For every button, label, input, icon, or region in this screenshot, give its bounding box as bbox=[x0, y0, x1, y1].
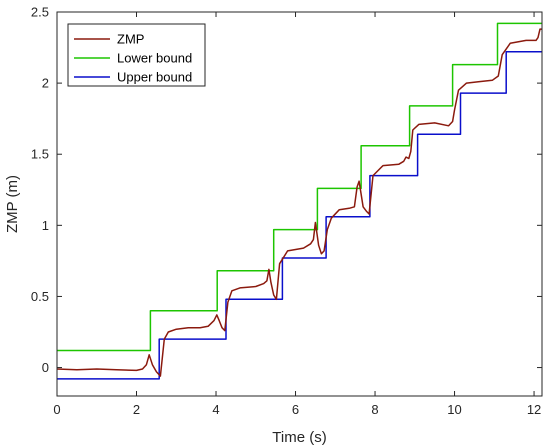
y-tick-label: 2.5 bbox=[31, 5, 49, 20]
x-tick-label: 8 bbox=[371, 402, 378, 417]
x-tick-label: 12 bbox=[527, 402, 541, 417]
x-axis-label: Time (s) bbox=[272, 429, 326, 446]
legend-label: ZMP bbox=[117, 32, 144, 47]
y-tick-label: 2 bbox=[42, 76, 49, 91]
x-tick-label: 4 bbox=[212, 402, 219, 417]
y-tick-label: 0 bbox=[42, 360, 49, 375]
x-tick-label: 6 bbox=[292, 402, 299, 417]
x-tick-label: 10 bbox=[447, 402, 461, 417]
x-tick-label: 0 bbox=[53, 402, 60, 417]
series-layer bbox=[56, 22, 542, 380]
legend-label: Lower bound bbox=[117, 51, 192, 66]
legend-box bbox=[67, 23, 206, 87]
y-tick-label: 1 bbox=[42, 218, 49, 233]
ticks-layer: 0 2 4 6 8 10 12 0 0.5 1 1.5 2 2.5 bbox=[31, 5, 542, 417]
series-line-zmp bbox=[56, 28, 542, 377]
x-tick-label: 2 bbox=[133, 402, 140, 417]
y-tick-label: 0.5 bbox=[31, 289, 49, 304]
y-tick-label: 1.5 bbox=[31, 147, 49, 162]
legend: ZMP Lower bound Upper bound bbox=[67, 23, 206, 87]
y-axis-label: ZMP (m) bbox=[4, 175, 21, 233]
plot-frame bbox=[56, 11, 543, 397]
series-line-lower-bound bbox=[57, 22, 542, 352]
series-line-upper-bound bbox=[57, 51, 542, 380]
legend-label: Upper bound bbox=[117, 70, 192, 85]
